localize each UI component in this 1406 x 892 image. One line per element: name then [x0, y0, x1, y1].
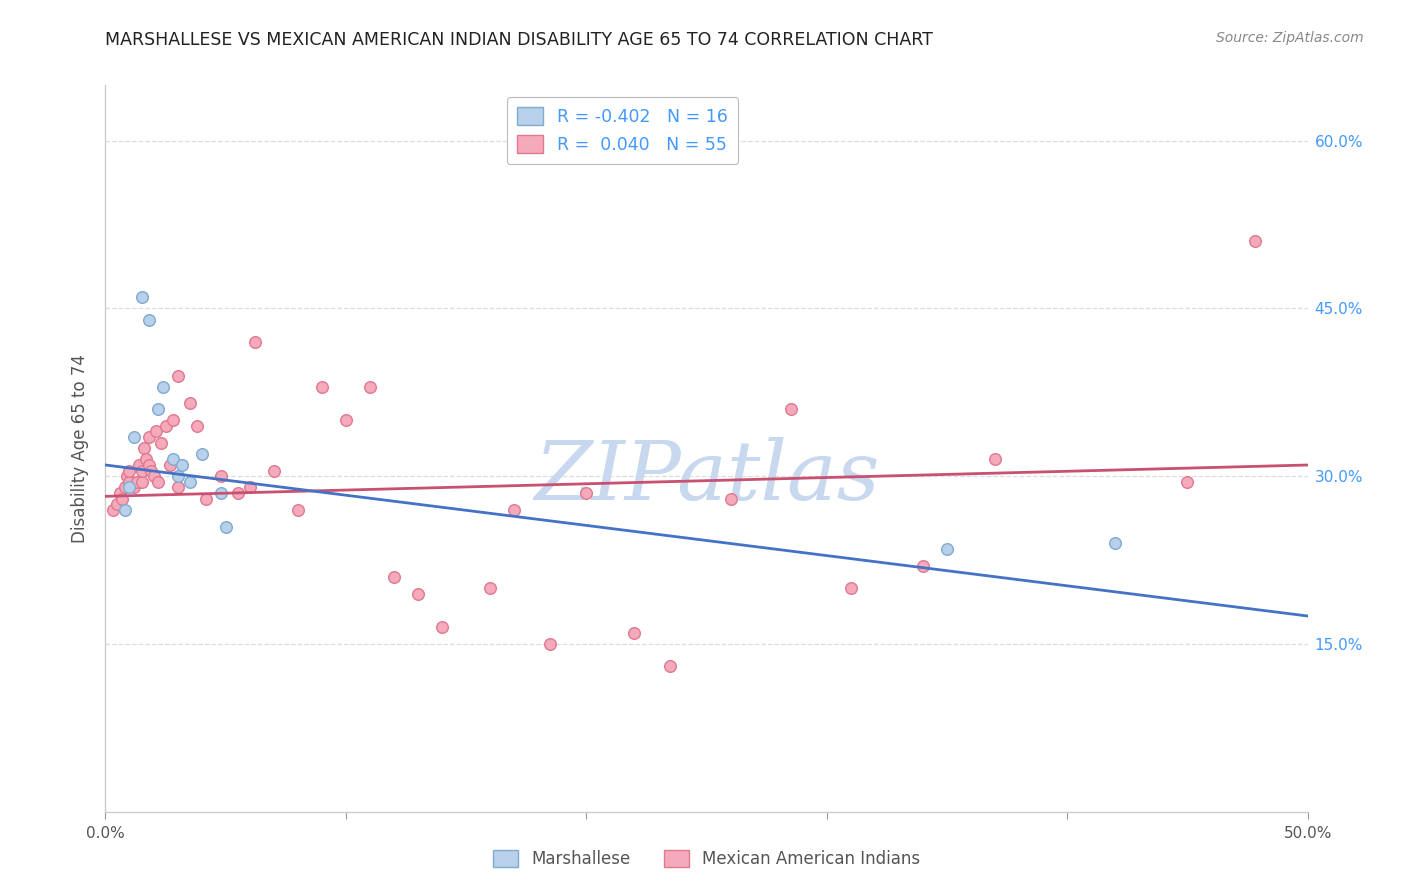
- Point: [131, 464, 153, 478]
- Point: [111, 491, 134, 506]
- Point: [984, 452, 1007, 467]
- Point: [145, 425, 167, 439]
- Point: [659, 659, 682, 673]
- Text: MARSHALLESE VS MEXICAN AMERICAN INDIAN DISABILITY AGE 65 TO 74 CORRELATION CHART: MARSHALLESE VS MEXICAN AMERICAN INDIAN D…: [105, 31, 934, 49]
- Point: [152, 380, 174, 394]
- Point: [142, 469, 165, 483]
- Point: [149, 435, 172, 450]
- Point: [287, 502, 309, 516]
- Point: [359, 380, 381, 394]
- Point: [911, 558, 934, 573]
- Point: [503, 502, 526, 516]
- Point: [124, 430, 146, 444]
- Point: [159, 458, 181, 472]
- Point: [239, 480, 262, 494]
- Point: [114, 502, 136, 516]
- Point: [138, 430, 160, 444]
- Legend: Marshallese, Mexican American Indians: Marshallese, Mexican American Indians: [485, 841, 928, 876]
- Point: [720, 491, 742, 506]
- Point: [779, 402, 801, 417]
- Point: [190, 447, 212, 461]
- Point: [1104, 536, 1126, 550]
- Point: [118, 480, 141, 494]
- Point: [839, 581, 862, 595]
- Point: [1175, 475, 1198, 489]
- Point: [118, 475, 141, 489]
- Point: [138, 312, 160, 326]
- Point: [101, 502, 124, 516]
- Text: Source: ZipAtlas.com: Source: ZipAtlas.com: [1216, 31, 1364, 45]
- Point: [623, 625, 645, 640]
- Point: [243, 334, 266, 349]
- Point: [209, 486, 232, 500]
- Point: [214, 519, 236, 533]
- Point: [263, 464, 285, 478]
- Point: [114, 480, 136, 494]
- Point: [124, 480, 146, 494]
- Text: ZIPatlas: ZIPatlas: [534, 437, 879, 517]
- Point: [135, 452, 157, 467]
- Point: [148, 402, 170, 417]
- Point: [538, 637, 561, 651]
- Point: [430, 620, 453, 634]
- Point: [406, 587, 429, 601]
- Point: [311, 380, 333, 394]
- Point: [172, 458, 194, 472]
- Point: [138, 458, 160, 472]
- Point: [335, 413, 357, 427]
- Point: [132, 442, 155, 456]
- Point: [382, 570, 405, 584]
- Point: [575, 486, 598, 500]
- Point: [479, 581, 502, 595]
- Point: [155, 418, 177, 433]
- Point: [195, 491, 218, 506]
- Point: [131, 290, 153, 304]
- Point: [128, 458, 150, 472]
- Point: [162, 452, 184, 467]
- Point: [108, 486, 131, 500]
- Point: [179, 475, 201, 489]
- Point: [166, 368, 188, 383]
- Point: [125, 475, 148, 489]
- Point: [139, 464, 162, 478]
- Point: [148, 475, 170, 489]
- Point: [186, 418, 208, 433]
- Point: [162, 413, 184, 427]
- Point: [118, 464, 141, 478]
- Y-axis label: Disability Age 65 to 74: Disability Age 65 to 74: [70, 354, 89, 542]
- Point: [209, 469, 232, 483]
- Point: [107, 497, 129, 511]
- Point: [166, 469, 188, 483]
- Point: [115, 469, 138, 483]
- Point: [226, 486, 249, 500]
- Point: [131, 475, 153, 489]
- Point: [936, 541, 959, 556]
- Point: [1243, 235, 1265, 249]
- Point: [179, 396, 201, 410]
- Point: [166, 480, 188, 494]
